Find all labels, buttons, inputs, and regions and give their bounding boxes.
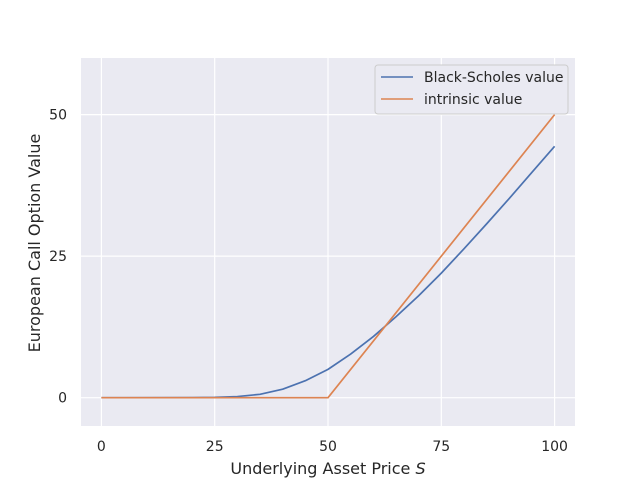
x-tick-label: 0 xyxy=(97,439,106,455)
x-tick-label: 100 xyxy=(541,439,568,455)
y-tick-label: 50 xyxy=(49,108,67,124)
y-axis-label: European Call Option Value xyxy=(25,134,44,353)
legend-label-black-scholes: Black-Scholes value xyxy=(424,70,563,86)
y-tick-label: 0 xyxy=(58,391,67,407)
series-line-intrinsic xyxy=(101,114,556,399)
x-axis-label-text: Underlying Asset Price xyxy=(230,459,410,478)
series-line-black-scholes xyxy=(101,145,556,399)
legend-box xyxy=(374,64,569,115)
x-tick-labels: 0 25 50 75 100 xyxy=(97,439,568,455)
x-axis-label: Underlying Asset Price S xyxy=(230,459,425,478)
legend: Black-Scholes value intrinsic value xyxy=(374,64,569,115)
y-tick-labels: 0 25 50 xyxy=(49,108,67,407)
x-tick-label: 50 xyxy=(319,439,337,455)
x-tick-label: 75 xyxy=(432,439,450,455)
series-lines xyxy=(101,114,556,399)
legend-label-intrinsic: intrinsic value xyxy=(424,92,522,108)
x-tick-label: 25 xyxy=(206,439,224,455)
y-tick-label: 25 xyxy=(49,249,67,265)
x-axis-label-symbol: S xyxy=(415,459,425,478)
